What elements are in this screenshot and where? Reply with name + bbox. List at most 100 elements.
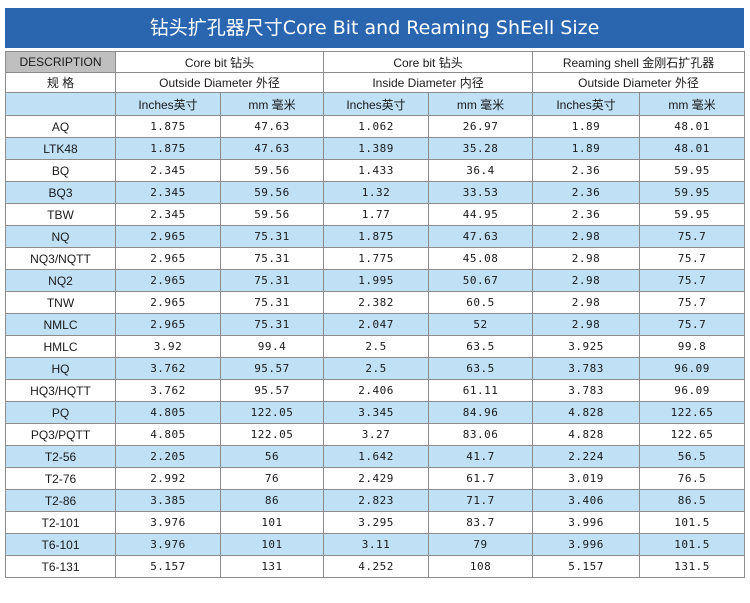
cell-inches: 3.783 <box>532 379 641 402</box>
unit-header-mm: mm 毫米 <box>639 92 746 116</box>
header-row-groups: DESCRIPTION Core bit 钻头 Core bit 钻头 Ream… <box>5 51 746 73</box>
group-header-reaming-shell: Reaming shell 金刚石扩孔器 <box>532 51 746 73</box>
cell-inches: 2.98 <box>532 313 641 336</box>
cell-mm: 47.63 <box>428 225 534 248</box>
cell-mm: 83.06 <box>428 423 534 446</box>
row-size-name: BQ3 <box>5 181 116 204</box>
cell-mm: 122.05 <box>219 401 325 424</box>
header-row-units: Inches英寸 mm 毫米 Inches英寸 mm 毫米 Inches英寸 m… <box>5 92 746 116</box>
cell-inches: 2.345 <box>115 181 221 204</box>
cell-mm: 84.96 <box>428 401 534 424</box>
cell-mm: 122.65 <box>639 401 746 424</box>
table-row: HQ3/HQTT 3.762 95.57 2.406 61.11 3.783 96.09 <box>5 379 746 402</box>
cell-inches: 3.996 <box>532 533 641 556</box>
cell-mm: 71.7 <box>428 489 534 512</box>
cell-inches: 1.642 <box>323 445 430 468</box>
cell-inches: 5.157 <box>532 555 641 578</box>
row-size-name: TBW <box>5 203 116 226</box>
cell-mm: 75.7 <box>639 291 746 314</box>
cell-mm: 101.5 <box>639 511 746 534</box>
cell-mm: 50.67 <box>428 269 534 292</box>
cell-inches: 5.157 <box>115 555 221 578</box>
cell-inches: 1.062 <box>323 115 430 138</box>
cell-inches: 1.875 <box>115 115 221 138</box>
description-header: DESCRIPTION <box>5 51 116 73</box>
cell-inches: 4.805 <box>115 401 221 424</box>
cell-inches: 2.36 <box>532 203 641 226</box>
cell-mm: 122.05 <box>219 423 325 446</box>
cell-mm: 48.01 <box>639 115 746 138</box>
cell-mm: 33.53 <box>428 181 534 204</box>
cell-inches: 2.406 <box>323 379 430 402</box>
cell-inches: 2.992 <box>115 467 221 490</box>
cell-inches: 2.965 <box>115 291 221 314</box>
cell-mm: 101.5 <box>639 533 746 556</box>
table-row: NMLC 2.965 75.31 2.047 52 2.98 75.7 <box>5 313 746 336</box>
page-title: 钻头扩孔器尺寸Core Bit and Reaming ShEell Size <box>5 8 744 48</box>
cell-mm: 101 <box>219 511 325 534</box>
cell-mm: 108 <box>428 555 534 578</box>
cell-mm: 75.7 <box>639 313 746 336</box>
cell-mm: 99.4 <box>219 335 325 358</box>
row-size-name: HMLC <box>5 335 116 358</box>
table-row: T6-131 5.157 131 4.252 108 5.157 131.5 <box>5 555 746 578</box>
row-size-name: AQ <box>5 115 116 138</box>
cell-inches: 1.433 <box>323 159 430 182</box>
row-size-name: T2-76 <box>5 467 116 490</box>
cell-mm: 99.8 <box>639 335 746 358</box>
cell-mm: 47.63 <box>219 137 325 160</box>
unit-header-inches: Inches英寸 <box>532 92 641 116</box>
cell-inches: 2.965 <box>115 313 221 336</box>
cell-inches: 3.385 <box>115 489 221 512</box>
row-size-name: BQ <box>5 159 116 182</box>
cell-inches: 2.429 <box>323 467 430 490</box>
cell-mm: 131.5 <box>639 555 746 578</box>
cell-mm: 101 <box>219 533 325 556</box>
cell-inches: 3.019 <box>532 467 641 490</box>
row-size-name: T6-101 <box>5 533 116 556</box>
row-size-name: NMLC <box>5 313 116 336</box>
cell-mm: 36.4 <box>428 159 534 182</box>
cell-inches: 3.92 <box>115 335 221 358</box>
cell-mm: 26.97 <box>428 115 534 138</box>
cell-inches: 2.98 <box>532 247 641 270</box>
cell-mm: 61.7 <box>428 467 534 490</box>
cell-inches: 1.775 <box>323 247 430 270</box>
cell-mm: 75.31 <box>219 247 325 270</box>
cell-inches: 3.762 <box>115 379 221 402</box>
cell-inches: 2.382 <box>323 291 430 314</box>
cell-mm: 60.5 <box>428 291 534 314</box>
cell-mm: 61.11 <box>428 379 534 402</box>
cell-mm: 59.95 <box>639 203 746 226</box>
cell-mm: 76 <box>219 467 325 490</box>
cell-inches: 3.406 <box>532 489 641 512</box>
row-size-name: NQ2 <box>5 269 116 292</box>
subgroup-header-inside-diameter: Inside Diameter 内径 <box>323 72 534 93</box>
cell-inches: 2.5 <box>323 357 430 380</box>
table-row: BQ3 2.345 59.56 1.32 33.53 2.36 59.95 <box>5 181 746 204</box>
row-size-name: HQ3/HQTT <box>5 379 116 402</box>
cell-inches: 2.224 <box>532 445 641 468</box>
cell-inches: 2.047 <box>323 313 430 336</box>
group-header-core-bit-od: Core bit 钻头 <box>114 51 325 73</box>
cell-mm: 95.57 <box>219 379 325 402</box>
subgroup-header-outside-diameter: Outside Diameter 外径 <box>114 72 325 93</box>
cell-mm: 96.09 <box>639 357 746 380</box>
cell-inches: 2.98 <box>532 269 641 292</box>
cell-inches: 2.823 <box>323 489 430 512</box>
cell-inches: 2.205 <box>115 445 221 468</box>
cell-inches: 1.89 <box>532 115 641 138</box>
cell-mm: 83.7 <box>428 511 534 534</box>
cell-inches: 3.996 <box>532 511 641 534</box>
row-size-name: NQ3/NQTT <box>5 247 116 270</box>
cell-inches: 3.925 <box>532 335 641 358</box>
table-row: NQ 2.965 75.31 1.875 47.63 2.98 75.7 <box>5 225 746 248</box>
cell-inches: 2.345 <box>115 203 221 226</box>
table-row: LTK48 1.875 47.63 1.389 35.28 1.89 48.01 <box>5 137 746 160</box>
cell-inches: 2.5 <box>323 335 430 358</box>
cell-inches: 1.875 <box>323 225 430 248</box>
cell-inches: 4.828 <box>532 423 641 446</box>
cell-inches: 3.11 <box>323 533 430 556</box>
cell-mm: 45.08 <box>428 247 534 270</box>
